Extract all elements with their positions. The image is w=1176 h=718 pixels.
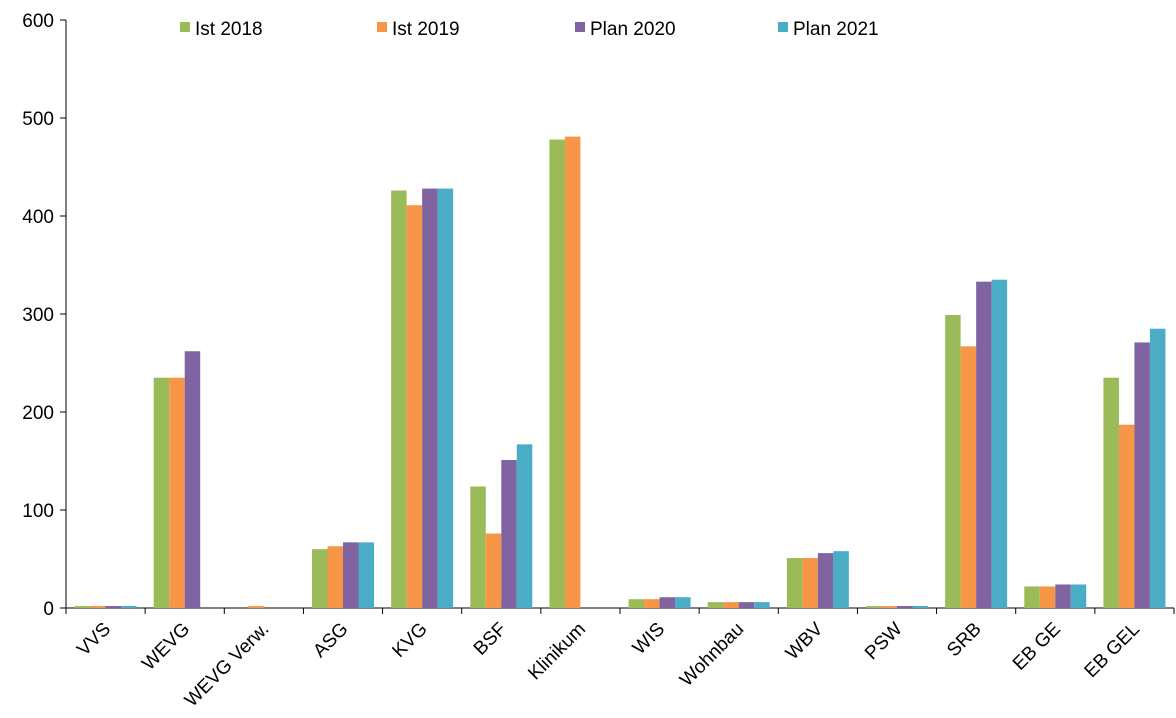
x-category-label: Klinikum (524, 619, 590, 685)
bar-plan-2021 (437, 188, 454, 608)
x-category-label: BSF (470, 619, 511, 660)
bar-plan-2020 (1134, 342, 1150, 608)
x-category-label: VVS (73, 619, 115, 661)
y-tick-label: 600 (22, 11, 54, 32)
bar-ist-2019 (327, 546, 343, 608)
y-tick-label: 500 (22, 109, 54, 130)
bar-plan-2021 (991, 279, 1008, 608)
bar-ist-2018 (945, 314, 961, 608)
y-tick-label: 200 (22, 403, 54, 424)
bar-ist-2018 (1103, 377, 1119, 608)
bar-ist-2018 (470, 486, 486, 608)
y-tick-label: 400 (22, 207, 54, 228)
x-category-label: KVG (388, 619, 431, 662)
legend-swatch (377, 22, 387, 32)
bar-plan-2021 (1070, 584, 1087, 608)
bar-plan-2020 (1055, 584, 1071, 608)
bar-plan-2020 (422, 188, 438, 608)
bar-plan-2020 (897, 606, 913, 608)
bar-ist-2019 (1039, 586, 1056, 608)
y-tick-label: 300 (22, 305, 54, 326)
bar-ist-2018 (153, 377, 170, 608)
bar-plan-2020 (184, 351, 201, 608)
bar-plan-2021 (754, 602, 770, 608)
legend-label: Ist 2019 (392, 19, 460, 40)
bar-plan-2021 (516, 444, 533, 608)
bar-plan-2020 (105, 606, 122, 608)
bar-ist-2018 (74, 606, 91, 608)
x-category-label: PSW (861, 619, 906, 664)
x-category-label: WBV (782, 618, 828, 664)
bar-ist-2019 (960, 346, 977, 608)
bar-ist-2019 (169, 377, 185, 608)
bar-ist-2019 (90, 606, 106, 608)
x-category-label: SRB (943, 619, 985, 661)
legend-swatch (575, 22, 585, 32)
x-category-label: WEVG (138, 619, 194, 675)
legend-swatch (180, 22, 190, 32)
bar-ist-2018 (707, 602, 724, 608)
bar-plan-2020 (817, 553, 834, 608)
y-tick-label: 100 (22, 501, 54, 522)
bar-plan-2021 (121, 606, 137, 608)
bar-plan-2021 (675, 597, 691, 608)
bar-plan-2021 (358, 542, 374, 608)
legend-swatch (778, 22, 788, 32)
bar-plan-2021 (833, 551, 849, 608)
chart-legend: Ist 2018 Ist 2019 Plan 2020 Plan 2021 (180, 19, 879, 40)
bar-plan-2020 (976, 281, 992, 608)
bar-plan-2021 (912, 606, 928, 608)
chart-bars (74, 136, 1166, 608)
bar-ist-2019 (644, 599, 660, 608)
bar-ist-2018 (866, 606, 882, 608)
bar-ist-2018 (391, 190, 407, 608)
x-category-label: ASG (309, 619, 352, 662)
legend-label: Ist 2018 (195, 19, 263, 40)
x-category-label: EB GEL (1081, 619, 1144, 682)
legend-label: Plan 2020 (590, 19, 676, 40)
legend-label: Plan 2021 (793, 19, 879, 40)
x-category-label: Wohnbau (676, 619, 748, 691)
bar-ist-2019 (723, 602, 739, 608)
bar-ist-2019 (248, 606, 264, 608)
bar-ist-2018 (312, 549, 328, 608)
bar-ist-2019 (564, 136, 581, 608)
bar-ist-2019 (406, 205, 423, 608)
x-category-label: WEVG Verw. (181, 619, 273, 711)
bar-ist-2019 (881, 606, 897, 608)
x-category-label: WIS (629, 619, 669, 659)
bar-ist-2019 (485, 533, 502, 608)
x-category-label: EB GE (1009, 619, 1065, 675)
bar-plan-2021 (1149, 328, 1166, 608)
bar-ist-2018 (1024, 586, 1040, 608)
bar-plan-2020 (659, 597, 676, 608)
bar-ist-2018 (628, 599, 645, 608)
bar-ist-2019 (1118, 424, 1135, 608)
bar-ist-2019 (802, 558, 818, 608)
bar-plan-2020 (501, 460, 517, 608)
y-tick-label: 0 (43, 599, 54, 620)
bar-ist-2018 (786, 558, 803, 608)
bar-plan-2020 (343, 542, 359, 608)
bar-plan-2020 (738, 602, 755, 608)
bar-ist-2018 (549, 139, 565, 608)
